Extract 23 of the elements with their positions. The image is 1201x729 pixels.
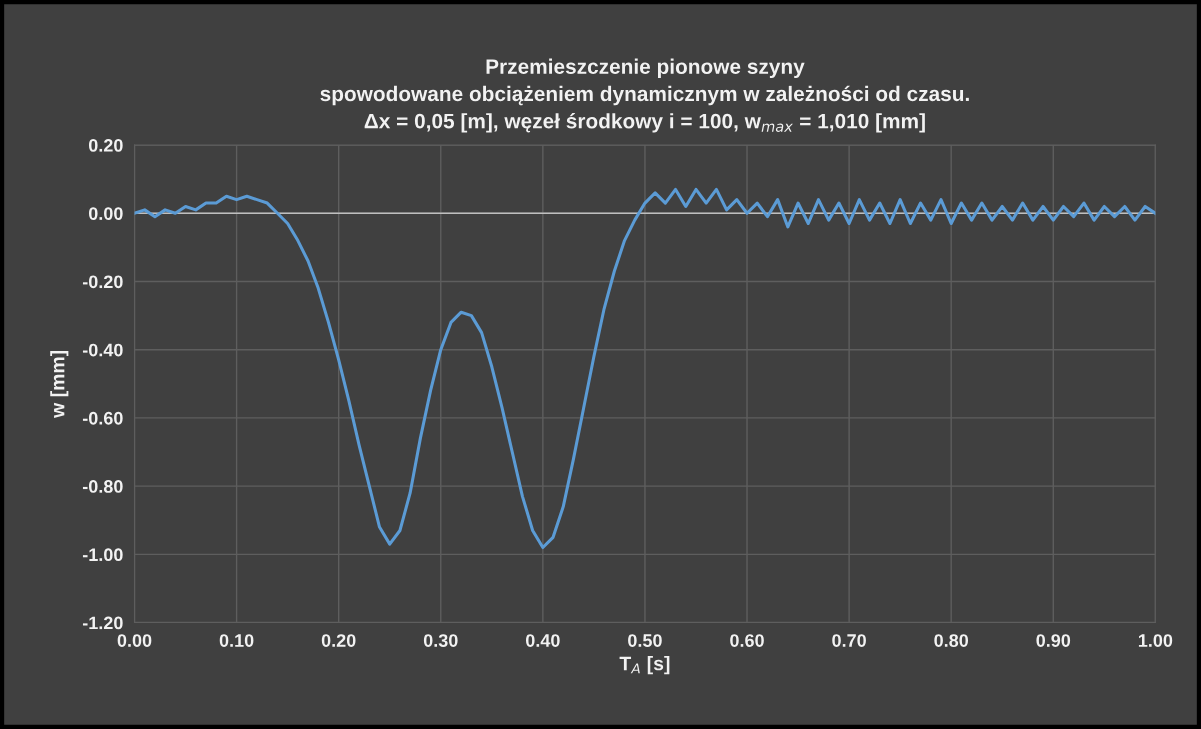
- y-tick-label: -0.40: [82, 343, 123, 357]
- y-tick-label: -1.20: [82, 616, 123, 630]
- y-tick-label: -0.60: [82, 411, 123, 425]
- x-tick-label: 0.70: [832, 634, 866, 647]
- x-tick-label: 0.20: [321, 634, 356, 647]
- x-tick-label: 1.00: [1138, 634, 1173, 647]
- line-series: [134, 187, 1156, 550]
- x-axis-title: T$_{A}$ [s]: [619, 656, 670, 675]
- y-tick-label: 0.20: [88, 139, 123, 152]
- y-tick-label: 0.00: [88, 207, 123, 220]
- y-tick-label: -1.00: [82, 548, 123, 562]
- x-tick-label: 0.40: [526, 634, 560, 647]
- x-tick-label: 0.90: [1036, 634, 1071, 647]
- x-tick-label: 0.50: [628, 634, 662, 647]
- y-axis-title: w [mm]: [50, 350, 69, 418]
- y-tick-label: -0.80: [82, 480, 123, 493]
- chart-title: Przemieszczenie pionowe szyny spowodowane obciążeniem dynamicznym w zależności od czasu. Δx = 0,05 [m], węzeł środkowy i = 100, w$_{max}$ = 1,010 [mm]: [320, 58, 969, 133]
- x-tick-label: 0.00: [117, 634, 152, 647]
- x-tick-label: 0.10: [219, 634, 254, 647]
- x-tick-label: 0.60: [730, 634, 764, 647]
- x-tick-label: 0.30: [423, 634, 458, 647]
- y-tick-label: -0.20: [82, 275, 123, 289]
- x-tick-label: 0.80: [934, 634, 969, 647]
